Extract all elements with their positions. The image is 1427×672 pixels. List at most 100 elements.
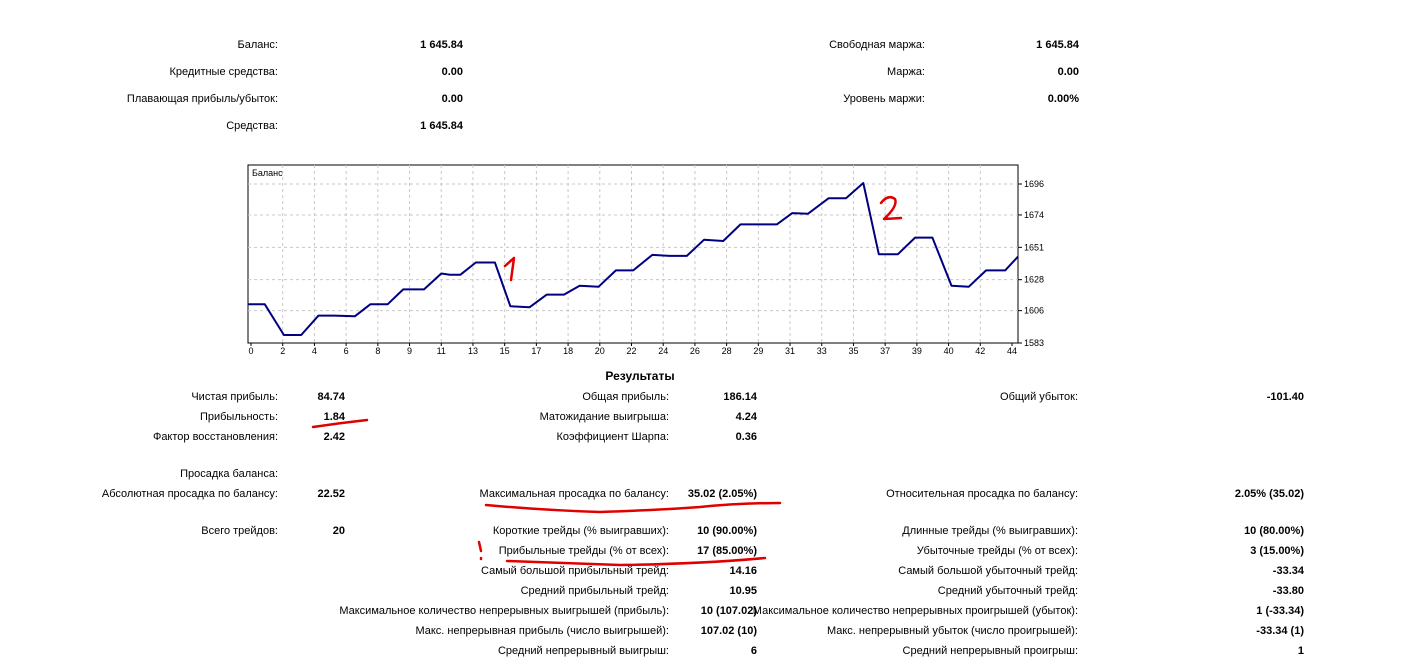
result-value: 1 xyxy=(1297,645,1304,657)
x-tick-label: 44 xyxy=(1007,346,1017,356)
result-label: Средний прибыльный трейд: xyxy=(520,585,669,597)
x-tick-label: 28 xyxy=(722,346,732,356)
result-value: 3 (15.00%) xyxy=(1250,545,1304,557)
result-value: 17 (85.00%) xyxy=(697,545,757,557)
x-tick-label: 17 xyxy=(531,346,541,356)
result-label: Макс. непрерывная прибыль (число выигрыш… xyxy=(415,625,669,637)
result-value: 10 (107.02) xyxy=(700,605,757,617)
result-label: Короткие трейды (% выигравших): xyxy=(492,525,669,537)
result-value: 84.74 xyxy=(317,391,345,403)
chart-plot-area xyxy=(247,164,1019,344)
y-tick-label: 1696 xyxy=(1024,179,1044,189)
y-tick-label: 1651 xyxy=(1024,242,1044,252)
result-value: 14.16 xyxy=(729,565,757,577)
x-tick-label: 6 xyxy=(344,346,349,356)
result-value: 6 xyxy=(750,645,757,657)
account-label: Средства: xyxy=(226,120,278,132)
account-value: 1 645.84 xyxy=(420,120,463,132)
x-tick-label: 2 xyxy=(280,346,285,356)
result-label: Средний непрерывный выигрыш: xyxy=(497,645,669,657)
y-tick-label: 1606 xyxy=(1024,306,1044,316)
result-label: Прибыльность: xyxy=(199,411,278,423)
x-tick-label: 13 xyxy=(468,346,478,356)
result-value: 20 xyxy=(332,525,345,537)
x-tick-label: 8 xyxy=(375,346,380,356)
result-label: Максимальное количество непрерывных выиг… xyxy=(339,605,669,617)
x-tick-label: 4 xyxy=(312,346,317,356)
result-label: Чистая прибыль: xyxy=(191,391,278,403)
result-label: Коэффициент Шарпа: xyxy=(556,431,669,443)
x-tick-label: 39 xyxy=(912,346,922,356)
account-label: Баланс: xyxy=(237,39,278,51)
x-tick-label: 18 xyxy=(563,346,573,356)
y-tick-label: 1674 xyxy=(1024,210,1044,220)
result-value: 10.95 xyxy=(729,585,757,597)
x-tick-label: 42 xyxy=(975,346,985,356)
x-tick-label: 24 xyxy=(658,346,668,356)
result-label: Просадка баланса: xyxy=(180,468,278,480)
x-tick-label: 29 xyxy=(753,346,763,356)
account-label: Маржа: xyxy=(886,66,925,78)
x-tick-label: 9 xyxy=(407,346,412,356)
result-label: Фактор восстановления: xyxy=(152,431,278,443)
result-value: 2.05% (35.02) xyxy=(1234,488,1304,500)
result-value: 2.42 xyxy=(323,431,345,443)
y-tick-label: 1583 xyxy=(1024,338,1044,348)
result-label: Средний непрерывный проигрыш: xyxy=(902,645,1078,657)
result-value: 10 (90.00%) xyxy=(697,525,757,537)
result-label: Убыточные трейды (% от всех): xyxy=(916,545,1078,557)
result-value: 186.14 xyxy=(723,391,757,403)
result-value: 22.52 xyxy=(317,488,345,500)
result-value: -101.40 xyxy=(1266,391,1304,403)
result-value: -33.34 (1) xyxy=(1256,625,1304,637)
account-value: 1 645.84 xyxy=(1036,39,1079,51)
result-label: Средний убыточный трейд: xyxy=(937,585,1078,597)
account-value: 0.00 xyxy=(1057,66,1079,78)
x-tick-label: 35 xyxy=(848,346,858,356)
result-value: 10 (80.00%) xyxy=(1244,525,1304,537)
result-value: 0.36 xyxy=(735,431,757,443)
result-label: Матожидание выигрыша: xyxy=(539,411,669,423)
x-tick-label: 40 xyxy=(944,346,954,356)
balance-line xyxy=(248,182,1019,336)
account-value: 0.00% xyxy=(1047,93,1079,105)
result-label: Относительная просадка по балансу: xyxy=(886,488,1078,500)
x-tick-label: 37 xyxy=(880,346,890,356)
result-label: Максимальное количество непрерывных прои… xyxy=(752,605,1078,617)
x-tick-label: 15 xyxy=(500,346,510,356)
x-tick-label: 0 xyxy=(248,346,253,356)
account-value: 0.00 xyxy=(441,93,463,105)
x-tick-label: 33 xyxy=(817,346,827,356)
account-label: Свободная маржа: xyxy=(829,39,925,51)
x-tick-label: 26 xyxy=(690,346,700,356)
result-label: Макс. непрерывный убыток (число проигрыш… xyxy=(826,625,1078,637)
x-tick-label: 20 xyxy=(595,346,605,356)
account-value: 0.00 xyxy=(441,66,463,78)
x-tick-label: 31 xyxy=(785,346,795,356)
chart-title: Баланс xyxy=(252,168,283,178)
result-label: Максимальная просадка по балансу: xyxy=(479,488,669,500)
result-value: -33.34 xyxy=(1272,565,1304,577)
account-label: Кредитные средства: xyxy=(169,66,278,78)
result-label: Прибыльные трейды (% от всех): xyxy=(498,545,669,557)
account-label: Плавающая прибыль/убыток: xyxy=(126,93,278,105)
result-value: 107.02 (10) xyxy=(700,625,757,637)
result-label: Общий убыток: xyxy=(1000,391,1078,403)
x-tick-label: 11 xyxy=(437,346,446,356)
result-label: Самый большой убыточный трейд: xyxy=(898,565,1078,577)
result-value: 35.02 (2.05%) xyxy=(687,488,757,500)
result-label: Длинные трейды (% выигравших): xyxy=(902,525,1078,537)
result-label: Абсолютная просадка по балансу: xyxy=(101,488,278,500)
result-value: 4.24 xyxy=(735,411,757,423)
result-value: -33.80 xyxy=(1272,585,1304,597)
result-label: Общая прибыль: xyxy=(582,391,669,403)
account-value: 1 645.84 xyxy=(420,39,463,51)
results-title: Результаты xyxy=(605,369,675,383)
result-label: Самый большой прибыльный трейд: xyxy=(481,565,669,577)
y-tick-label: 1628 xyxy=(1024,275,1044,285)
account-label: Уровень маржи: xyxy=(843,93,925,105)
result-label: Всего трейдов: xyxy=(201,525,278,537)
result-value: 1 (-33.34) xyxy=(1256,605,1304,617)
result-value: 1.84 xyxy=(323,411,345,423)
